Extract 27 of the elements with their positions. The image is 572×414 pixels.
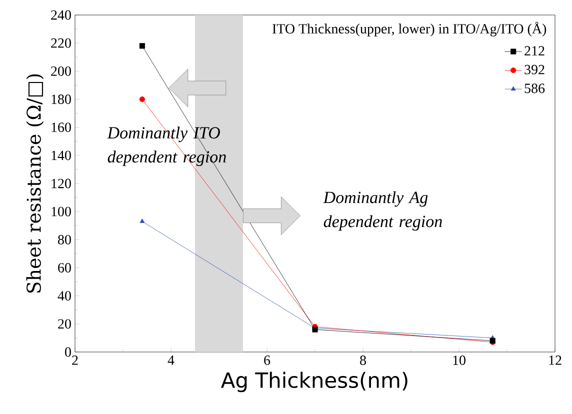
legend-label: 392 [524, 64, 544, 74]
y-tick-label: 160 [52, 122, 71, 132]
y-tick-label: 240 [51, 10, 71, 20]
legend-title: ITO Thickness(upper, lower) in ITO/Ag/ITO (Å) [272, 22, 546, 36]
y-tick-label: 180 [52, 94, 71, 104]
y-tick-label: 140 [52, 150, 71, 160]
x-tick-label: 4 [168, 356, 174, 365]
y-tick-label: 100 [52, 206, 71, 216]
x-tick-label: 12 [549, 356, 562, 365]
y-tick-label: 20 [58, 319, 71, 329]
y-tick-label: 60 [58, 263, 71, 272]
annotation: Dominantly ITO dependent region [107, 126, 226, 166]
y-tick-label: 220 [51, 38, 71, 48]
x-tick-label: 2 [72, 356, 78, 365]
y-axis-title: Sheet resistance (Ω/□) [26, 74, 44, 293]
y-tick-label: 200 [51, 66, 71, 76]
x-tick-label: 6 [264, 356, 270, 365]
x-tick-label: 8 [360, 356, 366, 365]
legend-label: 212 [524, 46, 544, 56]
legend-label: 586 [524, 84, 545, 94]
y-tick-label: 80 [58, 234, 71, 244]
y-tick-label: 120 [52, 178, 71, 188]
x-axis-title: Ag Thickness(nm) [221, 372, 408, 392]
y-tick-label: 40 [58, 291, 71, 301]
x-tick-label: 10 [453, 356, 466, 365]
annotation: Dominantly Ag dependent region [323, 191, 442, 231]
y-tick-label: 0 [65, 347, 71, 357]
